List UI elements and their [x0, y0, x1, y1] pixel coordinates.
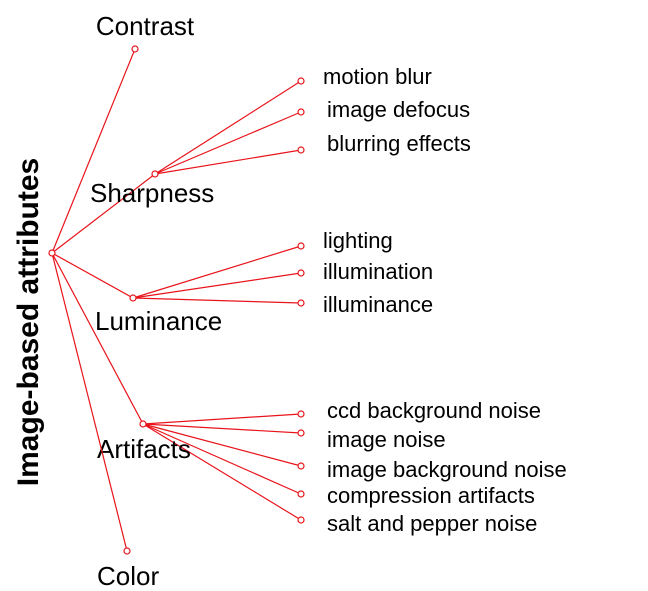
leaf-label: image noise	[327, 427, 446, 452]
branch-label: Contrast	[96, 11, 195, 41]
branch-node	[151, 170, 159, 178]
branch-label: Color	[97, 561, 159, 591]
leaf-edge	[142, 413, 302, 425]
leaf-edge	[154, 80, 302, 175]
leaf-edge	[154, 111, 302, 175]
leaf-edge	[132, 297, 302, 304]
branch-label: Luminance	[95, 306, 222, 336]
branch-edge	[51, 173, 156, 254]
leaf-edge	[142, 423, 302, 434]
branch-label: Artifacts	[97, 434, 191, 464]
leaf-label: lighting	[323, 228, 393, 253]
branch-node	[129, 294, 137, 302]
branch-node	[139, 420, 147, 428]
leaf-node	[297, 516, 305, 524]
leaf-label: compression artifacts	[327, 483, 535, 508]
leaf-node	[297, 462, 305, 470]
leaf-label: image defocus	[327, 97, 470, 122]
leaf-label: ccd background noise	[327, 398, 541, 423]
leaf-edge	[142, 423, 302, 467]
leaf-node	[297, 299, 305, 307]
leaf-edge	[132, 272, 302, 299]
branch-edge	[51, 252, 144, 425]
leaf-node	[297, 410, 305, 418]
leaf-node	[297, 146, 305, 154]
leaf-node	[297, 490, 305, 498]
leaf-edge	[142, 423, 302, 521]
leaf-node	[297, 108, 305, 116]
branch-edge	[51, 252, 134, 299]
branch-node	[123, 547, 131, 555]
root-label: Image-based attributes	[12, 158, 45, 486]
root-node	[48, 249, 56, 257]
leaf-edge	[132, 245, 302, 299]
leaf-node	[297, 429, 305, 437]
branch-edge	[51, 48, 136, 254]
branch-node	[131, 45, 139, 53]
leaf-node	[297, 269, 305, 277]
leaf-label: illuminance	[323, 292, 433, 317]
leaf-edge	[142, 423, 302, 495]
leaf-label: blurring effects	[327, 131, 471, 156]
leaf-edge	[154, 149, 302, 175]
branch-edge	[51, 252, 128, 552]
branch-label: Sharpness	[90, 178, 214, 208]
leaf-label: motion blur	[323, 64, 432, 89]
leaf-label: image background noise	[327, 457, 567, 482]
leaf-node	[297, 77, 305, 85]
leaf-label: salt and pepper noise	[327, 511, 537, 536]
leaf-label: illumination	[323, 259, 433, 284]
leaf-node	[297, 242, 305, 250]
